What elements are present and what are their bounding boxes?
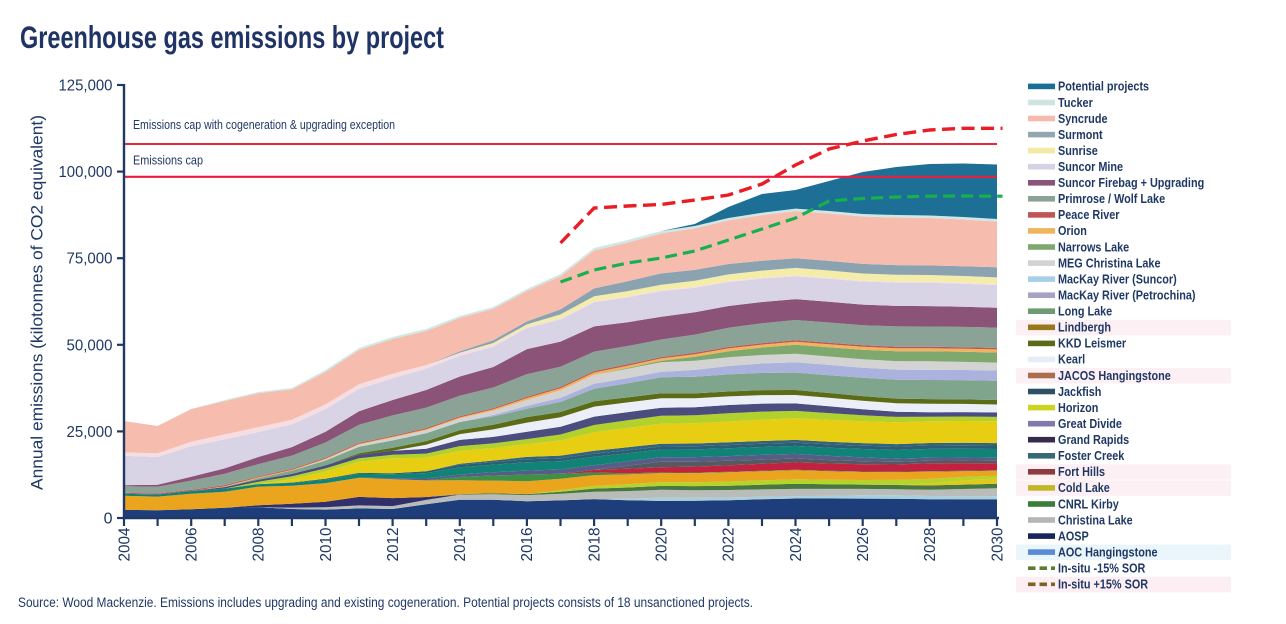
svg-text:Sunrise: Sunrise	[1058, 144, 1098, 158]
svg-text:Cold Lake: Cold Lake	[1058, 481, 1110, 495]
svg-text:100,000: 100,000	[59, 164, 113, 181]
svg-text:2028: 2028	[922, 527, 939, 561]
svg-text:Orion: Orion	[1058, 224, 1087, 238]
svg-text:AOC Hangingstone: AOC Hangingstone	[1058, 545, 1158, 559]
svg-text:Syncrude: Syncrude	[1058, 112, 1108, 126]
svg-text:2010: 2010	[318, 527, 335, 561]
svg-text:Source: Wood Mackenzie. Emissi: Source: Wood Mackenzie. Emissions includ…	[18, 595, 753, 610]
svg-text:Annual emissions (kilotonnes o: Annual emissions (kilotonnes of CO2 equi…	[29, 115, 47, 490]
svg-text:Emissions cap: Emissions cap	[133, 154, 203, 168]
svg-text:2020: 2020	[654, 527, 671, 561]
svg-text:In-situ -15% SOR: In-situ -15% SOR	[1058, 562, 1145, 576]
svg-text:Tucker: Tucker	[1058, 96, 1093, 110]
svg-text:Foster Creek: Foster Creek	[1058, 449, 1124, 463]
svg-text:Suncor Mine: Suncor Mine	[1058, 160, 1123, 174]
svg-text:Jackfish: Jackfish	[1058, 385, 1101, 399]
svg-text:Peace River: Peace River	[1058, 208, 1120, 222]
svg-text:2004: 2004	[116, 527, 133, 561]
svg-text:2008: 2008	[251, 527, 268, 561]
svg-text:2026: 2026	[855, 527, 872, 561]
svg-text:Kearl: Kearl	[1058, 353, 1085, 367]
svg-text:125,000: 125,000	[59, 78, 113, 95]
svg-text:2016: 2016	[519, 527, 536, 561]
svg-text:2022: 2022	[721, 527, 738, 561]
svg-text:50,000: 50,000	[67, 337, 113, 354]
svg-text:In-situ +15% SOR: In-situ +15% SOR	[1058, 578, 1148, 592]
svg-text:2018: 2018	[586, 527, 603, 561]
svg-text:75,000: 75,000	[67, 251, 113, 268]
svg-text:KKD Leismer: KKD Leismer	[1058, 337, 1126, 351]
svg-text:JACOS Hangingstone: JACOS Hangingstone	[1058, 369, 1171, 383]
svg-text:2014: 2014	[452, 527, 469, 561]
svg-text:Christina Lake: Christina Lake	[1058, 513, 1133, 527]
svg-text:0: 0	[104, 511, 113, 528]
svg-text:2006: 2006	[184, 527, 201, 561]
svg-text:AOSP: AOSP	[1058, 529, 1089, 543]
svg-text:MacKay River (Petrochina): MacKay River (Petrochina)	[1058, 289, 1196, 303]
svg-text:CNRL Kirby: CNRL Kirby	[1058, 497, 1119, 511]
svg-text:MacKay River (Suncor): MacKay River (Suncor)	[1058, 272, 1177, 286]
svg-text:2012: 2012	[385, 527, 402, 561]
svg-text:Surmont: Surmont	[1058, 128, 1103, 142]
svg-text:Primrose / Wolf Lake: Primrose / Wolf Lake	[1058, 192, 1165, 206]
svg-text:2024: 2024	[788, 527, 805, 561]
svg-text:Fort Hills: Fort Hills	[1058, 465, 1105, 479]
svg-text:25,000: 25,000	[67, 424, 113, 441]
svg-text:Greenhouse gas emissions by pr: Greenhouse gas emissions by project	[20, 19, 444, 55]
svg-text:Grand Rapids: Grand Rapids	[1058, 433, 1129, 447]
svg-text:2030: 2030	[989, 527, 1006, 561]
svg-text:Long Lake: Long Lake	[1058, 305, 1112, 319]
svg-text:MEG Christina Lake: MEG Christina Lake	[1058, 256, 1161, 270]
svg-text:Narrows Lake: Narrows Lake	[1058, 240, 1129, 254]
svg-text:Lindbergh: Lindbergh	[1058, 321, 1111, 335]
svg-text:Great Divide: Great Divide	[1058, 417, 1122, 431]
svg-text:Potential projects: Potential projects	[1058, 80, 1149, 94]
svg-text:Emissions cap with cogeneratio: Emissions cap with cogeneration & upgrad…	[133, 118, 395, 132]
svg-text:Horizon: Horizon	[1058, 401, 1098, 415]
svg-text:Suncor Firebag + Upgrading: Suncor Firebag + Upgrading	[1058, 176, 1204, 190]
